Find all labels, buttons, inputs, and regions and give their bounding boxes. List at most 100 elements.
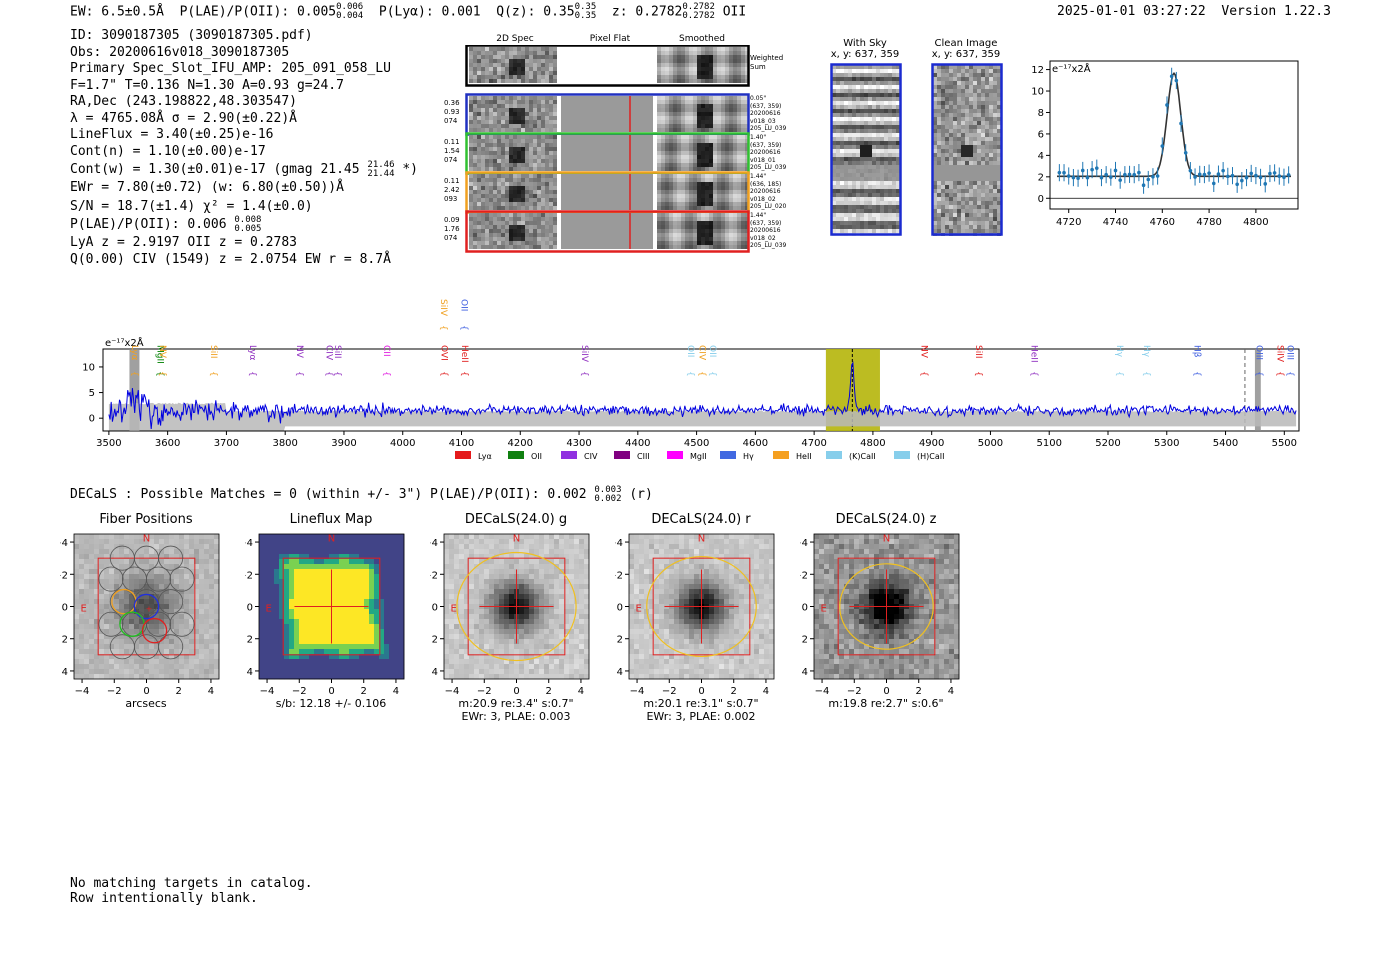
smooth-pixel [745, 135, 749, 139]
smooth-pixel [673, 96, 677, 100]
info-plae: P(LAE)/P(OII): 0.006 0.008 0.005 [70, 214, 262, 234]
noise-pixel [473, 135, 477, 139]
smooth-pixel [665, 155, 669, 159]
thumb-pixel [209, 599, 215, 605]
noise-pixel [501, 112, 505, 116]
sky-pixel [852, 125, 857, 130]
center-marker: + [146, 604, 153, 613]
smooth-pixel [677, 124, 681, 128]
plya-value: P(Lyα): 0.001 [378, 4, 481, 20]
strip-border [465, 210, 750, 253]
smooth-pixel [685, 124, 689, 128]
noise-pixel [545, 182, 549, 186]
sky-pixel [840, 225, 845, 230]
noise-pixel [541, 128, 545, 132]
noise-pixel [497, 112, 501, 116]
smooth-pixel [657, 120, 661, 124]
thumb-pixel [94, 639, 100, 645]
smooth-pixel [673, 155, 677, 159]
noise-pixel [477, 116, 481, 120]
sky-pixel [957, 121, 962, 126]
smooth-pixel [689, 71, 693, 75]
smooth-pixel [733, 151, 737, 155]
thumb-pixel [144, 564, 150, 570]
thumb-pixel [214, 594, 220, 600]
thumb-pixel [109, 644, 115, 650]
sky-pixel [864, 181, 869, 186]
sky-pixel [876, 77, 881, 82]
noise-pixel [513, 221, 517, 225]
sky-pixel [985, 73, 990, 78]
noise-pixel [545, 206, 549, 210]
sky-pixel [969, 169, 974, 174]
thumb-pixel [319, 554, 325, 560]
smooth-pixel [721, 51, 725, 55]
noise-pixel [541, 159, 545, 163]
sky-pixel [844, 137, 849, 142]
sky-pixel [933, 125, 938, 130]
thumb-pixel [74, 544, 80, 550]
sky-pixel [888, 121, 893, 126]
thumb-pixel [174, 674, 180, 680]
noise-pixel [521, 198, 525, 202]
smooth-pixel [673, 135, 677, 139]
smooth-pixel [729, 221, 733, 225]
thumb-pixel [149, 649, 155, 655]
sky-pixel [832, 77, 837, 82]
sky-pixel [993, 149, 998, 154]
thumb-pixel [159, 639, 165, 645]
sky-pixel [957, 173, 962, 178]
sky-pixel [868, 93, 873, 98]
noise-pixel [533, 100, 537, 104]
sky-pixel [872, 149, 877, 154]
thumb-pixel [74, 614, 80, 620]
smooth-pixel [709, 206, 713, 210]
sky-pixel [884, 129, 889, 134]
smooth-pixel [701, 59, 705, 63]
thumb-pixel [154, 574, 160, 580]
thumb-pixel [189, 644, 195, 650]
sky-pixel [848, 169, 853, 174]
sky-pixel [965, 149, 970, 154]
line-label: NV{ [294, 345, 304, 377]
sky-pixel [961, 173, 966, 178]
smooth-pixel [693, 213, 697, 217]
thumb-pixel [74, 564, 80, 570]
thumb-pixel [134, 544, 140, 550]
noise-pixel [501, 75, 505, 79]
smooth-pixel [685, 190, 689, 194]
smooth-pixel [717, 67, 721, 71]
thumb-pixel [384, 544, 390, 550]
smooth-pixel [681, 178, 685, 182]
noise-pixel [533, 194, 537, 198]
noise-pixel [529, 245, 533, 249]
thumb-pixel [164, 574, 170, 580]
thumb-pixel [269, 549, 275, 555]
smooth-pixel [681, 217, 685, 221]
noise-pixel [533, 202, 537, 206]
smooth-pixel [729, 116, 733, 120]
sky-pixel [965, 105, 970, 110]
noise-pixel [517, 55, 521, 59]
x-tick-label: −4 [75, 686, 90, 697]
smooth-pixel [685, 120, 689, 124]
thumb-pixel [364, 549, 370, 555]
sky-pixel [977, 225, 982, 230]
sky-pixel [997, 149, 1002, 154]
noise-pixel [537, 167, 541, 171]
sky-pixel [997, 121, 1002, 126]
smooth-pixel [677, 198, 681, 202]
sky-pixel [848, 185, 853, 190]
sky-pixel [892, 117, 897, 122]
smooth-pixel [669, 108, 673, 112]
thumb-pixel [189, 659, 195, 665]
fiber-circle [98, 611, 124, 637]
point-marker [1151, 174, 1155, 179]
smooth-pixel [689, 221, 693, 225]
thumb-pixel [179, 579, 185, 585]
smooth-pixel [693, 116, 697, 120]
sky-pixel [844, 133, 849, 138]
noise-pixel [473, 225, 477, 229]
thumb-pixel [144, 534, 150, 540]
sky-pixel [993, 177, 998, 182]
